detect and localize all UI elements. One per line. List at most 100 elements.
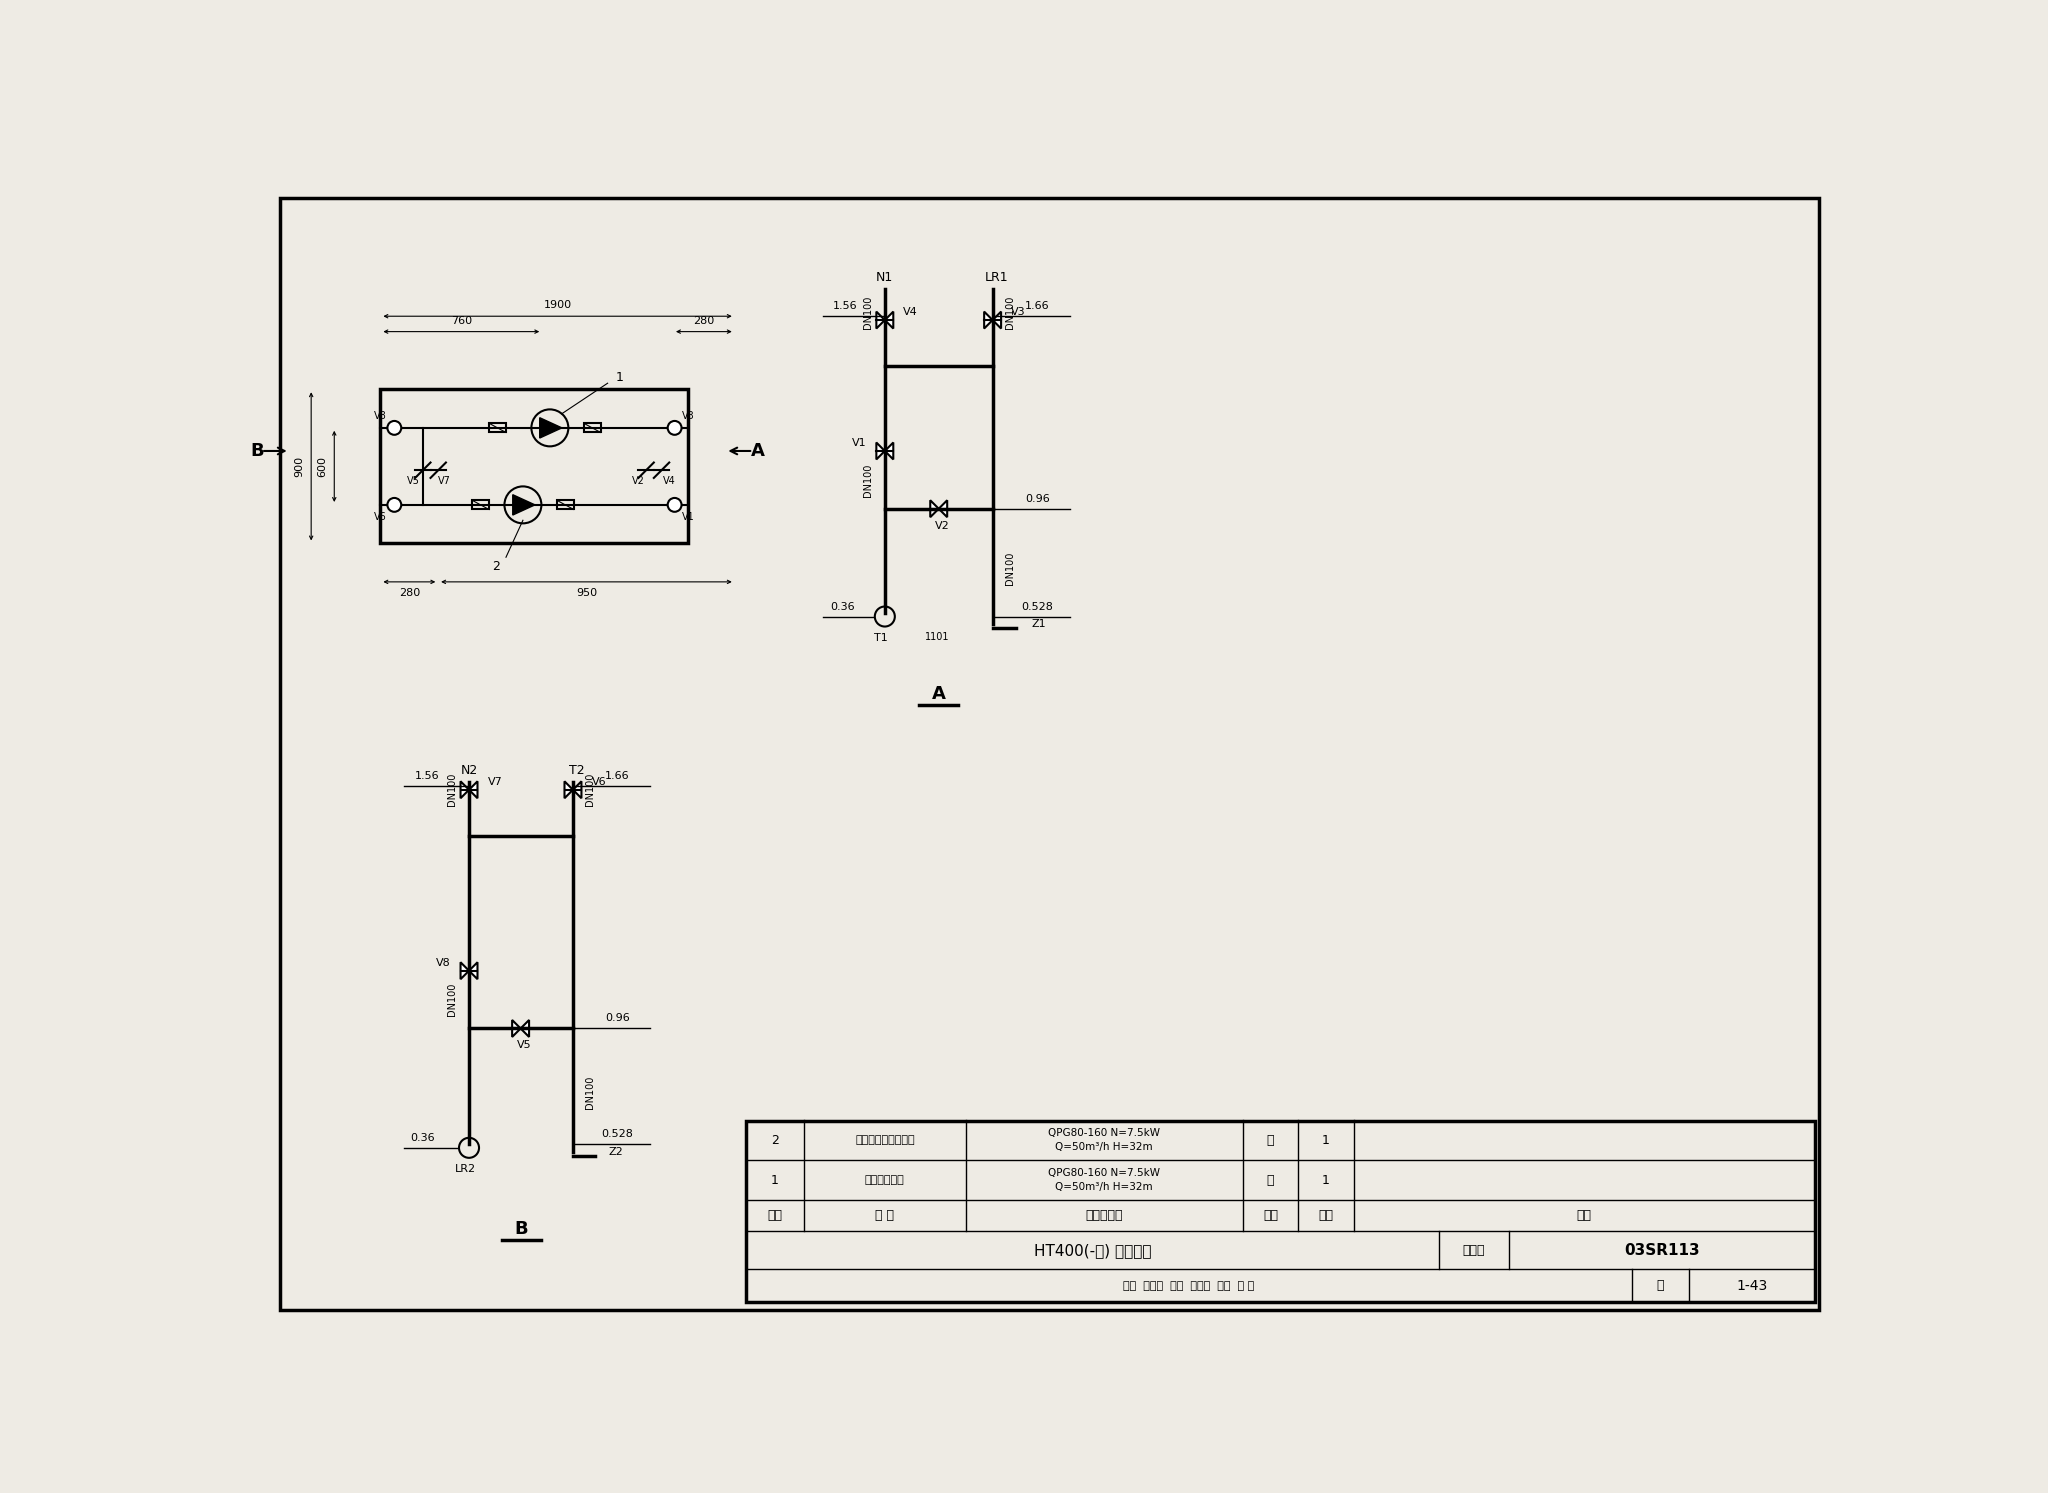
Bar	[381, 390, 688, 543]
Text: DN100: DN100	[446, 982, 457, 1017]
Text: 审核  已送签  校对  手利何  设计  董 清: 审核 已送签 校对 手利何 设计 董 清	[1124, 1281, 1255, 1290]
Text: V2: V2	[936, 521, 950, 530]
Text: DN100: DN100	[586, 1075, 594, 1109]
Text: 1: 1	[1323, 1173, 1329, 1187]
Polygon shape	[573, 781, 582, 799]
Text: 760: 760	[451, 317, 471, 325]
Text: DN100: DN100	[1006, 552, 1014, 585]
Text: V3: V3	[682, 411, 694, 421]
Text: DN100: DN100	[862, 296, 872, 328]
Text: DN100: DN100	[586, 773, 594, 806]
Polygon shape	[930, 500, 938, 517]
Text: N2: N2	[461, 764, 477, 776]
Text: 图集号: 图集号	[1462, 1244, 1485, 1257]
Text: V6: V6	[375, 512, 387, 523]
Text: QPG80-160 N=7.5kW: QPG80-160 N=7.5kW	[1049, 1129, 1161, 1138]
Polygon shape	[512, 494, 535, 515]
Text: 2: 2	[492, 560, 500, 573]
Bar	[584, 423, 600, 433]
Text: 数量: 数量	[1319, 1209, 1333, 1223]
Text: 950: 950	[575, 588, 598, 597]
Text: 0.528: 0.528	[602, 1129, 633, 1139]
Text: V7: V7	[487, 776, 502, 787]
Text: 1.56: 1.56	[831, 302, 858, 311]
Polygon shape	[985, 312, 993, 328]
Polygon shape	[885, 442, 893, 460]
Text: 1101: 1101	[926, 633, 950, 642]
Text: 备注: 备注	[1577, 1209, 1591, 1223]
Text: 900: 900	[293, 455, 303, 476]
Text: QPG80-160 N=7.5kW: QPG80-160 N=7.5kW	[1049, 1168, 1161, 1178]
Bar	[557, 500, 573, 509]
Text: 序号: 序号	[768, 1209, 782, 1223]
Text: V7: V7	[438, 476, 451, 487]
Text: V5: V5	[408, 476, 420, 487]
Text: 能量提升系统循环泵: 能量提升系统循环泵	[854, 1135, 915, 1145]
Circle shape	[668, 421, 682, 434]
Polygon shape	[993, 312, 1001, 328]
Polygon shape	[520, 1020, 528, 1038]
Text: N1: N1	[877, 272, 893, 284]
Text: 1.66: 1.66	[1024, 302, 1049, 311]
Text: A: A	[932, 684, 946, 703]
Text: 名 称: 名 称	[874, 1209, 895, 1223]
Text: 0.96: 0.96	[606, 1014, 631, 1024]
Polygon shape	[461, 963, 469, 979]
Text: 1: 1	[1323, 1133, 1329, 1147]
Polygon shape	[541, 418, 561, 437]
Text: V1: V1	[852, 439, 866, 448]
Text: 1: 1	[772, 1173, 778, 1187]
Text: V1: V1	[682, 512, 694, 523]
Text: 页: 页	[1657, 1280, 1665, 1291]
Text: LR2: LR2	[455, 1165, 475, 1175]
Text: V8: V8	[375, 411, 387, 421]
Bar	[489, 423, 506, 433]
Circle shape	[387, 421, 401, 434]
Text: 2: 2	[772, 1133, 778, 1147]
Text: 台: 台	[1268, 1133, 1274, 1147]
Text: 1900: 1900	[543, 300, 571, 311]
Text: 280: 280	[692, 317, 715, 325]
Circle shape	[387, 499, 401, 512]
Text: V3: V3	[1012, 308, 1026, 318]
Text: 03SR113: 03SR113	[1624, 1242, 1700, 1257]
Polygon shape	[877, 442, 885, 460]
Text: B: B	[250, 442, 264, 460]
Text: 600: 600	[317, 455, 328, 476]
Text: 1.66: 1.66	[606, 770, 631, 781]
Text: 0.36: 0.36	[410, 1133, 434, 1142]
Text: LR1: LR1	[985, 272, 1008, 284]
Text: HT400(-台) 泵组模块: HT400(-台) 泵组模块	[1034, 1242, 1151, 1257]
Text: T1: T1	[874, 633, 889, 643]
Text: 0.96: 0.96	[1024, 494, 1051, 503]
Text: Q=50m³/h H=32m: Q=50m³/h H=32m	[1055, 1182, 1153, 1191]
Polygon shape	[469, 781, 477, 799]
Text: V6: V6	[592, 776, 606, 787]
Text: DN100: DN100	[1006, 296, 1014, 328]
Text: 台: 台	[1268, 1173, 1274, 1187]
Text: 0.36: 0.36	[829, 602, 854, 612]
Text: 1.56: 1.56	[414, 770, 438, 781]
Text: 280: 280	[399, 588, 420, 597]
Text: V4: V4	[903, 308, 918, 318]
Text: V4: V4	[664, 476, 676, 487]
Text: V5: V5	[518, 1041, 532, 1051]
Text: A: A	[752, 442, 764, 460]
Text: DN100: DN100	[862, 463, 872, 497]
Polygon shape	[877, 312, 885, 328]
Text: Q=50m³/h H=32m: Q=50m³/h H=32m	[1055, 1142, 1153, 1153]
Text: 0.528: 0.528	[1022, 602, 1053, 612]
Polygon shape	[469, 963, 477, 979]
Text: 末端循环水泵: 末端循环水泵	[864, 1175, 905, 1185]
Bar	[745, 1121, 1815, 1302]
Text: 单位: 单位	[1264, 1209, 1278, 1223]
Text: 型号及规格: 型号及规格	[1085, 1209, 1122, 1223]
Text: B: B	[514, 1220, 528, 1238]
Text: DN100: DN100	[446, 773, 457, 806]
Text: V8: V8	[436, 959, 451, 967]
Bar	[473, 500, 489, 509]
Polygon shape	[461, 781, 469, 799]
Polygon shape	[565, 781, 573, 799]
Text: Z2: Z2	[608, 1147, 623, 1157]
Text: 1-43: 1-43	[1737, 1278, 1767, 1293]
